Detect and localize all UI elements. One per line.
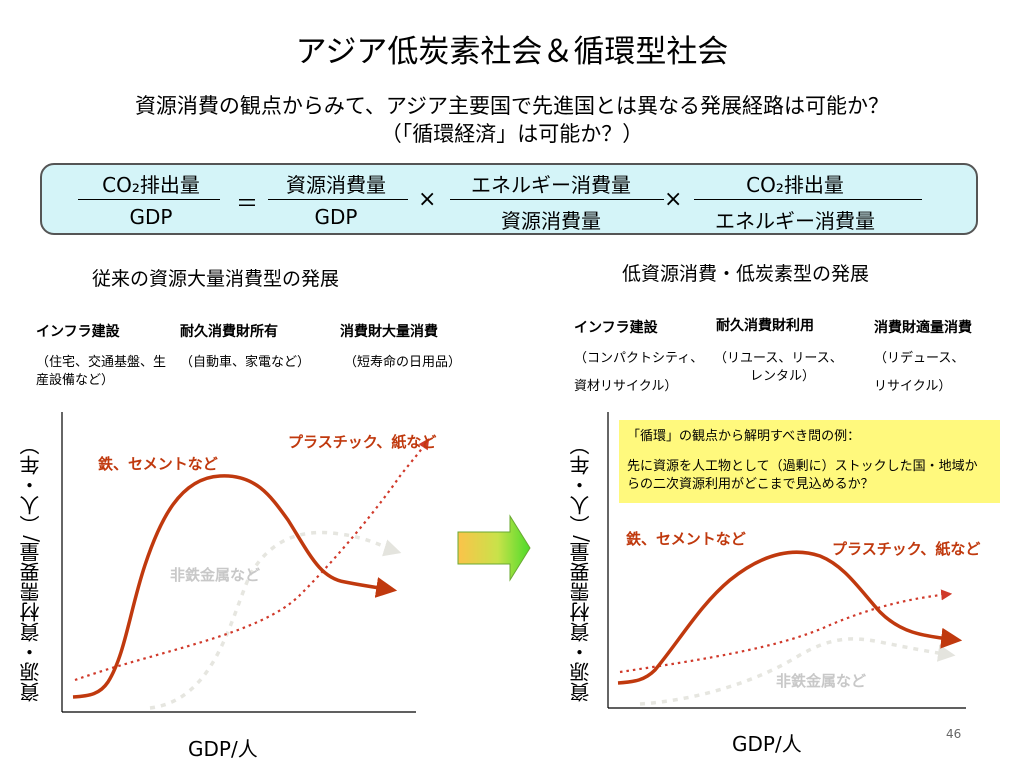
right-steel-curve <box>617 550 963 685</box>
left-col1-sub: （住宅、交通基盤、生産設備など） <box>36 355 167 388</box>
right-axes <box>607 412 966 709</box>
term3-numerator: CO₂排出量 <box>746 173 844 197</box>
term3-denominator: エネルギー消費量 <box>715 209 875 233</box>
right-col2-sub1: （リユース、リース、 <box>714 351 843 366</box>
transition-arrow <box>457 514 531 582</box>
right-y-axis-label: 資源・資材需要量/（人・年） <box>569 435 593 702</box>
term1-numerator: 資源消費量 <box>286 173 386 197</box>
right-col3-head: 消費財適量消費 <box>874 320 972 336</box>
lhs-denominator: GDP <box>129 205 173 229</box>
left-col3-head: 消費財大量消費 <box>340 324 438 340</box>
left-x-axis-label: GDP/人 <box>188 737 258 761</box>
left-col1-head: インフラ建設 <box>36 324 120 340</box>
term1-denominator: GDP <box>314 205 358 229</box>
term2-denominator: 資源消費量 <box>501 209 601 233</box>
left-label-nonferrous: 非鉄金属など <box>170 566 261 584</box>
right-col1-sub1: （コンパクトシティ、 <box>574 351 704 366</box>
research-question-note: 「循環」の観点から解明すべき問の例： 先に資源を人工物として（過剰に）ストックし… <box>619 420 1000 503</box>
right-label-plastic: プラスチック、紙など <box>832 540 981 558</box>
times-sign-2: × <box>664 187 683 212</box>
left-col2-sub: （自動車、家電など） <box>180 355 311 370</box>
right-col2-head: 耐久消費財利用 <box>716 318 814 334</box>
note-title: 「循環」の観点から解明すべき問の例： <box>627 429 861 444</box>
note-body: 先に資源を人工物として（過剰に）ストックした国・地域からの二次資源利用がどこまで… <box>627 459 978 492</box>
right-heading: 低資源消費・低炭素型の発展 <box>622 263 870 285</box>
right-label-nonferrous: 非鉄金属など <box>776 672 867 690</box>
right-col3-sub2: リサイクル） <box>874 379 952 394</box>
question-text: 資源消費の観点からみて、アジア主要国で先進国とは異なる発展経路は可能か？ <box>134 94 890 118</box>
lhs-numerator: CO₂排出量 <box>102 173 200 197</box>
right-col2-sub2: レンタル） <box>750 369 816 384</box>
left-label-plastic: プラスチック、紙など <box>288 433 437 451</box>
left-plastic-curve <box>74 438 430 682</box>
right-nonferrous-curve <box>639 637 956 706</box>
left-col3-sub: （短寿命の日用品） <box>344 355 462 370</box>
term2-numerator: エネルギー消費量 <box>471 173 631 197</box>
slide-title: アジア低炭素社会＆循環型社会 <box>295 34 729 70</box>
page-number: 46 <box>946 727 962 741</box>
left-heading: 従来の資源大量消費型の発展 <box>92 268 340 290</box>
right-label-steel: 鉄、セメントなど <box>626 530 746 548</box>
right-plastic-curve <box>619 589 953 674</box>
right-col3-sub1: （リデュース、 <box>874 351 965 366</box>
left-steel-curve <box>72 474 398 699</box>
right-col1-head: インフラ建設 <box>574 320 658 336</box>
equals-sign: ＝ <box>236 192 259 217</box>
term2-fraction-line <box>450 199 664 200</box>
lhs-fraction-line <box>78 199 220 200</box>
right-x-axis-label: GDP/人 <box>732 732 802 756</box>
question-subtext: （「循環経済」は可能か？） <box>380 122 644 146</box>
left-col2-head: 耐久消費財所有 <box>180 324 278 340</box>
term1-fraction-line <box>268 199 408 200</box>
times-sign-1: × <box>418 187 437 212</box>
left-label-steel: 鉄、セメントなど <box>98 455 218 473</box>
left-axes <box>61 412 416 713</box>
right-col1-sub2: 資材リサイクル） <box>574 379 678 394</box>
left-nonferrous-curve <box>149 530 402 710</box>
term3-fraction-line <box>694 199 922 200</box>
